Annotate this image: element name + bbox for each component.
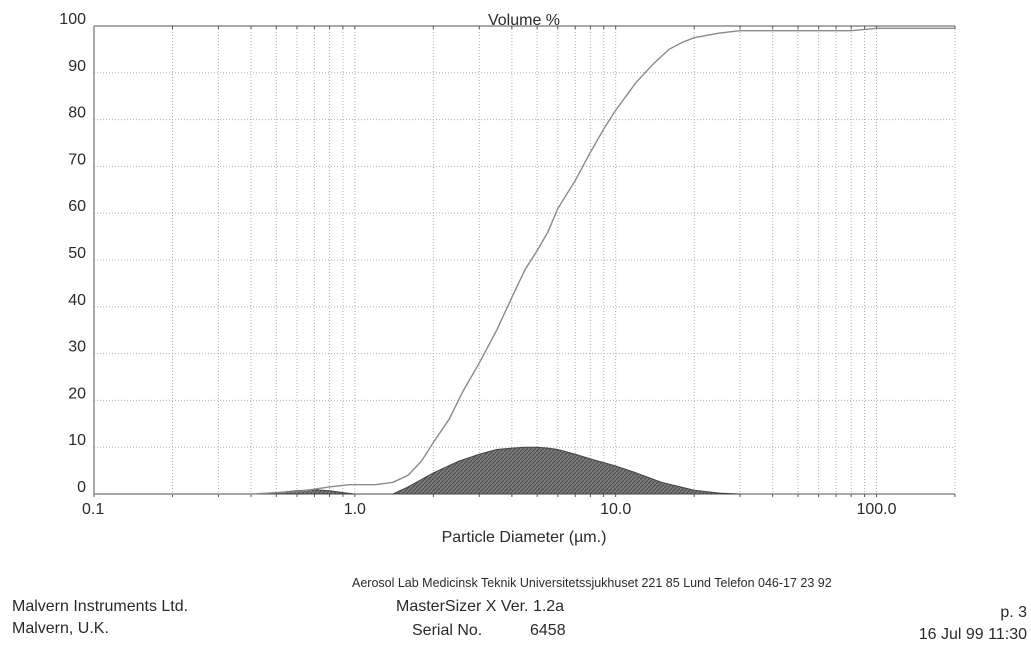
company-location: Malvern, U.K. (12, 620, 109, 637)
cumulative-line (94, 27, 955, 495)
serial-label: Serial No. (412, 622, 483, 639)
x-tick-label: 100.0 (856, 501, 896, 518)
y-tick-label: 70 (68, 151, 86, 168)
tick-labels: 0 10 20 30 40 50 60 70 80 90 100 0.1 1.0 10.0 100.0 Vol… (59, 11, 896, 546)
grid-lines (93, 25, 956, 495)
y-tick-label: 60 (68, 198, 86, 215)
distribution-area (251, 446, 741, 495)
x-tick-label: 10.0 (600, 501, 631, 518)
y-tick-label: 90 (68, 58, 86, 75)
page-number: p. 3 (1000, 604, 1027, 621)
y-tick-label: 0 (77, 479, 86, 496)
y-tick-label: 10 (68, 432, 86, 449)
product-version: MasterSizer X Ver. 1.2a (396, 598, 565, 615)
x-tick-label: 0.1 (82, 501, 104, 518)
y-tick-label: 50 (68, 245, 86, 262)
y-tick-label: 20 (68, 385, 86, 402)
series-marks (94, 27, 955, 495)
chart-title: Volume % (488, 12, 560, 29)
y-tick-label: 30 (68, 339, 86, 356)
axes (93, 25, 956, 497)
serial-value: 6458 (530, 622, 566, 639)
lab-address-note: Aerosol Lab Medicinsk Teknik Universitet… (352, 576, 832, 590)
y-tick-label: 100 (59, 11, 86, 28)
report-timestamp: 16 Jul 99 11:30 (918, 626, 1027, 643)
y-tick-label: 40 (68, 292, 86, 309)
company-name: Malvern Instruments Ltd. (12, 598, 189, 615)
x-axis-label: Particle Diameter (µm.) (442, 529, 607, 546)
x-tick-label: 1.0 (344, 501, 366, 518)
y-tick-label: 80 (68, 105, 86, 122)
